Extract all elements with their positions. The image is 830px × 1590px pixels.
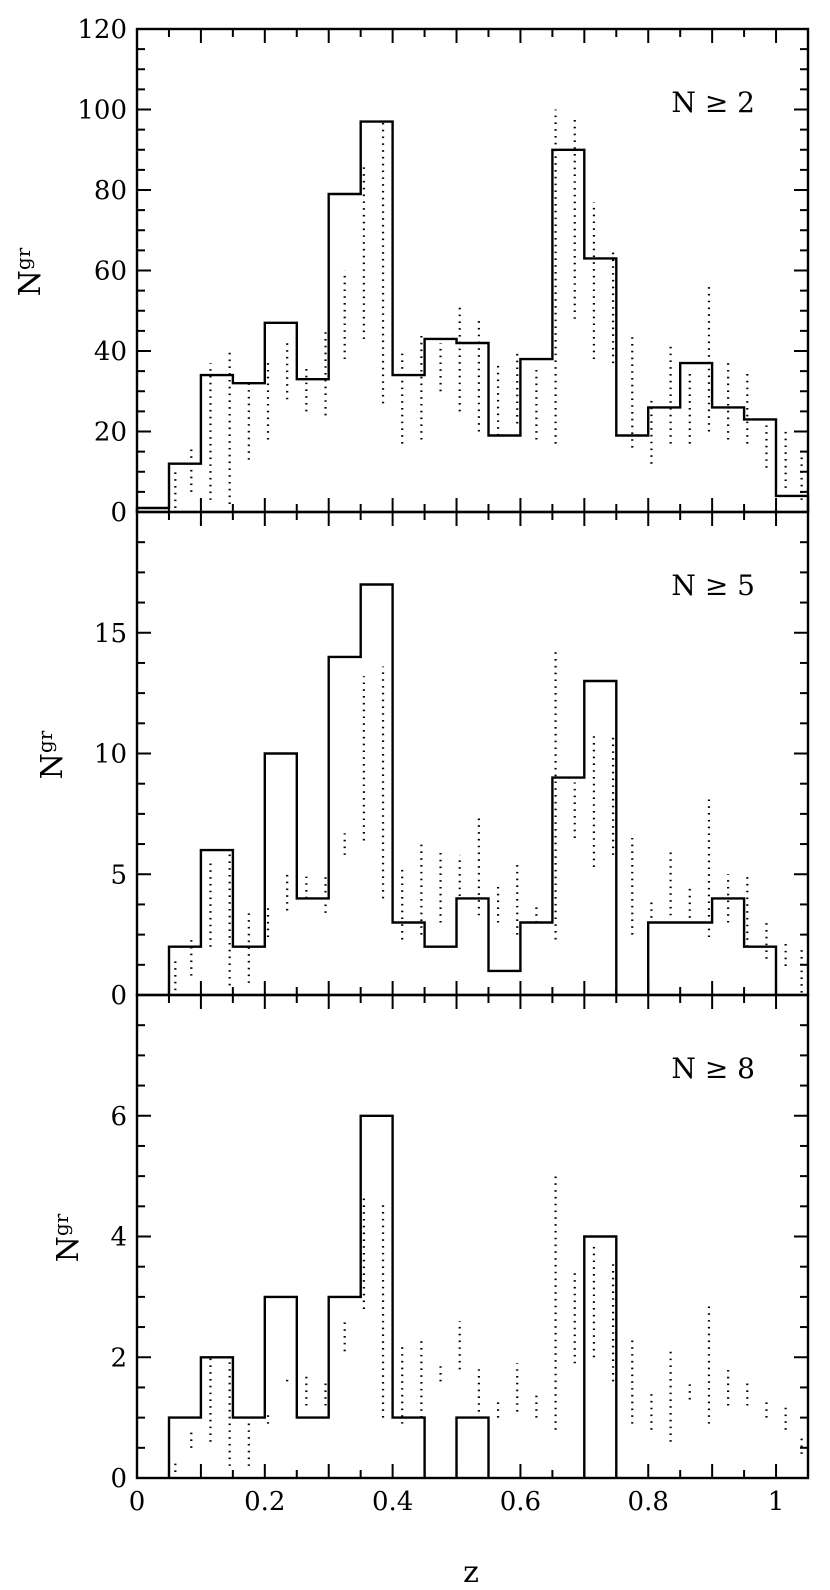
x-tick-label: 0.2 [244,1487,285,1517]
y-axis-label: Ngr [11,247,48,296]
y-tick-label: 5 [110,860,127,890]
histogram-step [455,1416,490,1478]
y-tick-label: 0 [110,981,127,1011]
x-axis-label: z [463,1555,479,1590]
x-tick-label: 0 [129,1487,146,1517]
panel-bottom: N ≥ 8 Ngr 0 2 4 6 0 0.2 0.4 0.6 0.8 1 [49,993,810,1517]
y-tick-label: 60 [94,257,127,287]
y-tick-label: 0 [110,498,127,528]
y-tick-label: 0 [110,1464,127,1494]
y-axis-label: Ngr [33,730,70,779]
y-tick-label: 120 [77,15,127,45]
y-tick-label: 40 [94,337,127,367]
x-tick-label: 1 [768,1487,785,1517]
x-tick-label: 0.4 [372,1487,413,1517]
y-tick-label: 6 [110,1102,127,1132]
panel-annotation: N ≥ 8 [671,1052,755,1085]
y-tick-label: 2 [110,1343,127,1373]
panel-annotation: N ≥ 2 [671,86,755,119]
panel-middle: N ≥ 5 Ngr 0 5 10 15 [33,510,810,1011]
x-tick-label: 0.8 [628,1487,669,1517]
panel-annotation: N ≥ 5 [671,569,755,602]
y-tick-label: 80 [94,176,127,206]
y-tick-label: 10 [94,740,127,770]
panel-top: N ≥ 2 Ngr 0 20 40 60 80 100 120 [11,15,810,528]
y-tick-label: 100 [77,96,127,126]
y-axis-label: Ngr [49,1213,86,1262]
x-tick-label: 0.6 [500,1487,541,1517]
histogram-step [135,120,810,512]
histogram-step [647,897,778,995]
histogram-step [167,1114,426,1478]
y-tick-label: 4 [110,1223,127,1253]
y-tick-label: 15 [94,619,127,649]
histogram-step [583,1235,618,1478]
y-tick-label: 20 [94,418,127,448]
histogram-step [167,583,618,995]
